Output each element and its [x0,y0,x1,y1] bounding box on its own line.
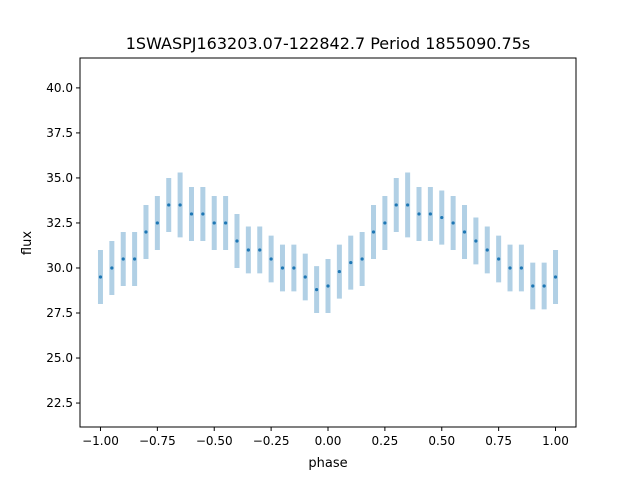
chart-title: 1SWASPJ163203.07-122842.7 Period 1855090… [126,34,531,53]
data-point [212,221,216,225]
x-tick-label: 1.00 [542,434,569,448]
x-tick-label: 0.50 [428,434,455,448]
x-axis-ticks: −1.00 −0.75 −0.50 −0.25 0.00 0.25 0.50 0.75 1.00 [82,427,569,448]
y-tick-label: 25.0 [46,351,73,365]
data-point [258,248,262,252]
data-point [394,203,398,207]
x-tick-label: −0.25 [253,434,290,448]
data-point [371,230,376,234]
data-point [98,275,103,279]
data-point [417,212,421,216]
data-point [292,266,296,270]
y-tick-label: 35.0 [46,171,73,185]
data-point [133,257,137,261]
data-point [246,248,250,252]
data-point [497,257,501,261]
x-tick-label: −0.50 [196,434,233,448]
y-tick-label: 22.5 [46,396,73,410]
data-point [155,221,159,225]
x-axis-label: phase [308,456,347,471]
data-point [474,239,478,243]
data-point [315,287,319,292]
x-tick-label: 0.00 [315,434,342,448]
y-tick-label: 40.0 [46,81,73,95]
data-point [462,230,467,234]
data-point [110,266,114,270]
data-point [224,221,228,225]
data-point [326,284,330,288]
data-point [201,212,205,216]
data-point [531,284,535,288]
data-point [121,257,125,261]
data-point [383,221,387,225]
data-point [280,266,285,270]
y-axis-label: flux [20,231,35,255]
y-axis-ticks: 22.5 25.0 27.5 30.0 32.5 35.0 37.5 40.0 [46,81,80,410]
data-point [451,221,455,225]
x-tick-label: 0.75 [485,434,512,448]
data-point [167,203,171,207]
data-point [349,260,353,265]
data-point [178,203,182,207]
x-tick-label: −1.00 [82,434,119,448]
data-point [519,266,523,270]
data-point [269,257,273,261]
y-tick-label: 30.0 [46,261,73,275]
data-point [189,212,194,216]
plot-area [97,172,559,314]
y-tick-label: 32.5 [46,216,73,230]
data-point [440,215,444,220]
data-point [428,212,432,216]
axes-frame [79,57,577,428]
data-point [337,269,341,274]
x-tick-label: 0.25 [372,434,399,448]
data-point [144,230,148,234]
data-point [485,248,489,252]
data-point [542,284,546,288]
x-tick-label: −0.75 [139,434,176,448]
data-point [235,239,239,243]
data-point [406,203,410,207]
y-tick-label: 37.5 [46,126,73,140]
data-point [508,266,512,270]
data-point [553,275,558,279]
data-point [360,257,364,261]
data-point [303,275,307,279]
y-tick-label: 27.5 [46,306,73,320]
